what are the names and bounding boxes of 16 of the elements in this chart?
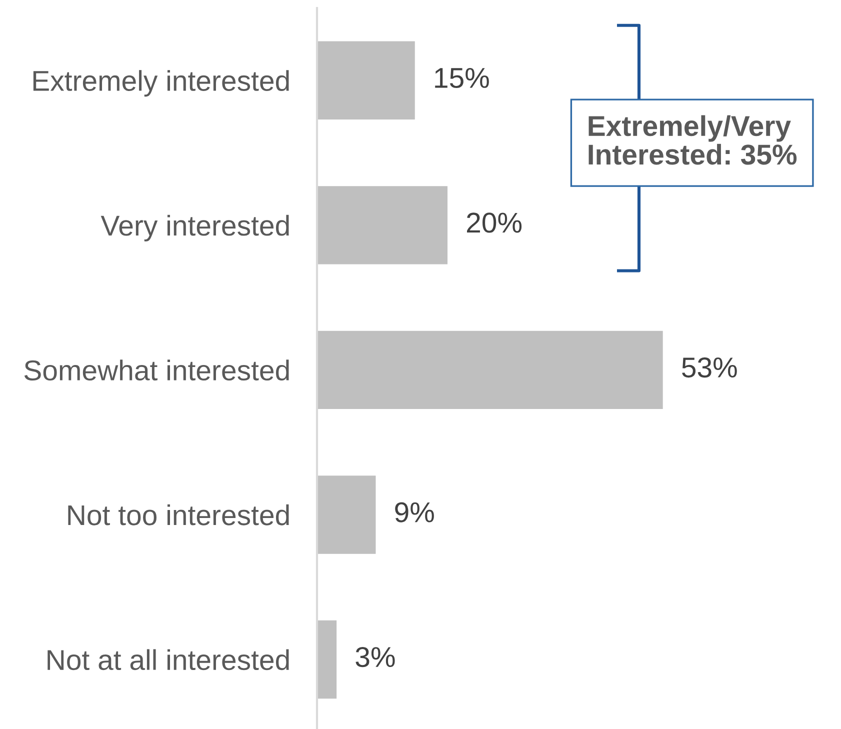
annotation: Extremely/Very Interested: 35% bbox=[588, 115, 797, 165]
data-label: 9% bbox=[395, 502, 434, 522]
bar bbox=[317, 186, 448, 264]
bar bbox=[317, 41, 415, 120]
bar bbox=[317, 330, 663, 410]
y-tick-label: Not too interested bbox=[68, 504, 289, 526]
y-tick-label: Extremely interested bbox=[33, 70, 289, 97]
data-label: 15% bbox=[435, 68, 489, 88]
y-tick-label: Somewhat interested bbox=[24, 360, 289, 381]
data-label: 3% bbox=[356, 646, 395, 668]
y-tick-label: Very interested bbox=[100, 214, 289, 242]
y-tick-label: Not at all interested bbox=[48, 649, 289, 670]
data-label: 53% bbox=[682, 357, 737, 378]
bar bbox=[317, 476, 376, 554]
bar bbox=[317, 620, 337, 699]
data-label: 20% bbox=[466, 212, 522, 233]
